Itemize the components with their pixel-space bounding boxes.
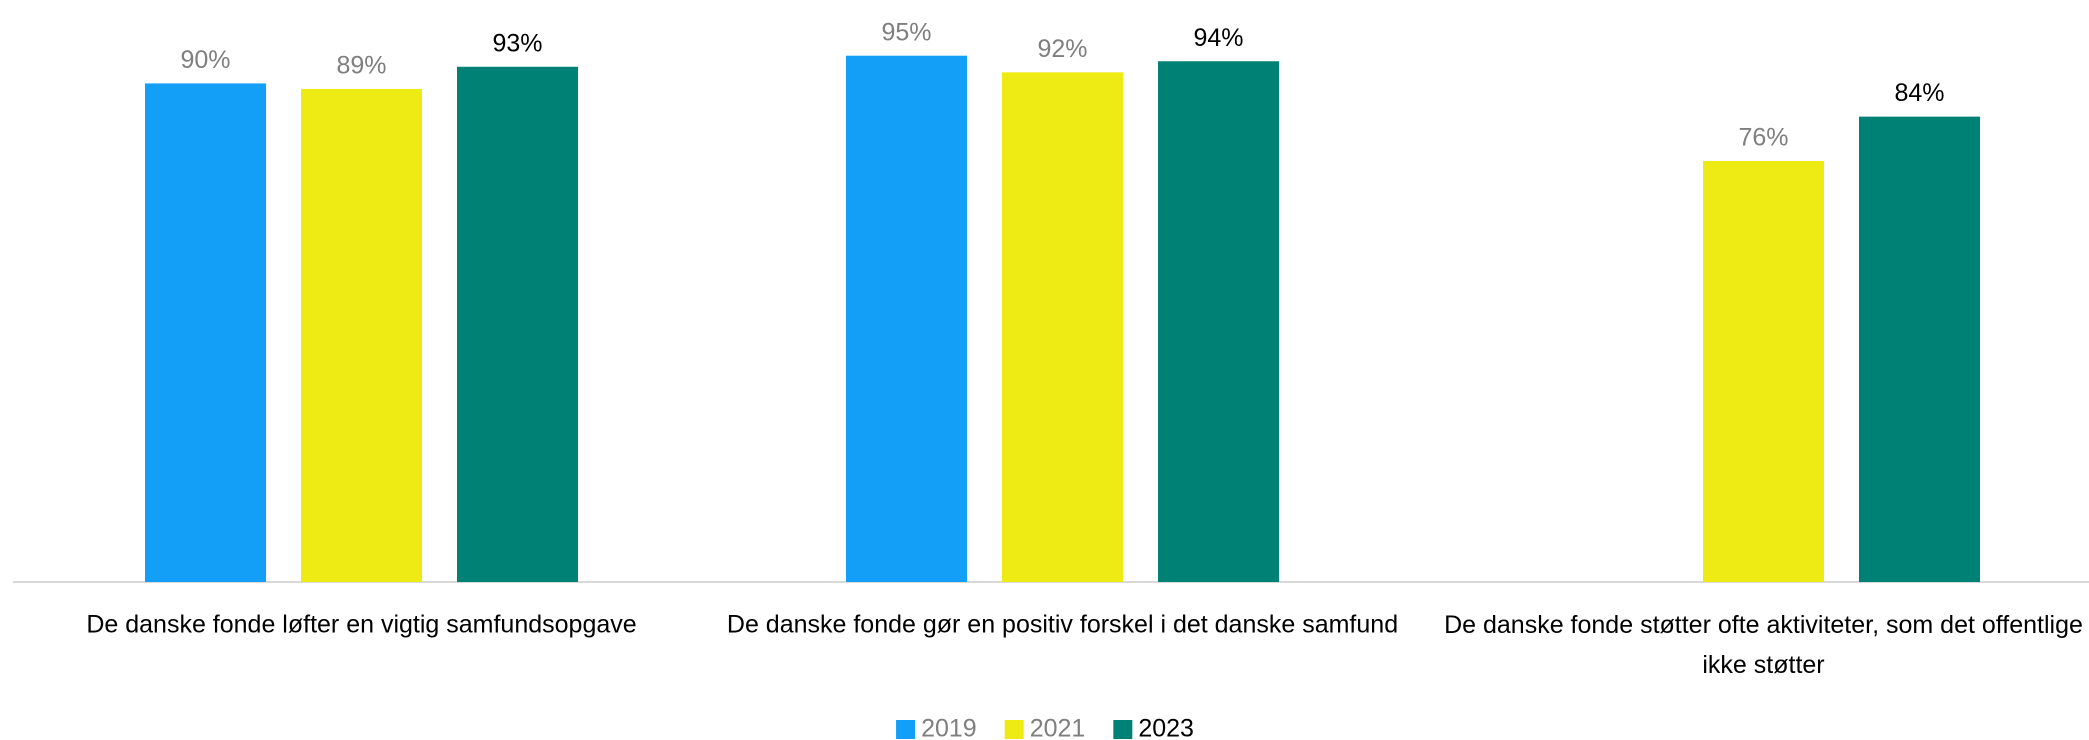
bar <box>145 83 266 583</box>
value-label: 76% <box>1738 124 1788 152</box>
value-label: 95% <box>881 18 931 46</box>
x-tick-label: De danske fonde løfter en vigtig samfund… <box>86 611 636 639</box>
value-label: 90% <box>180 46 230 74</box>
legend: 2019 2021 2023 <box>896 715 1194 740</box>
value-label: 89% <box>336 52 386 80</box>
x-tick-label: De danske fonde støtter ofte aktiviteter… <box>1444 611 2083 679</box>
bar <box>846 55 967 582</box>
bar <box>1859 116 1980 582</box>
legend-swatch <box>1113 720 1133 739</box>
value-label: 84% <box>1894 79 1944 107</box>
bar <box>457 66 578 582</box>
bar <box>1002 72 1123 582</box>
bar <box>301 88 422 582</box>
legend-label: 2019 <box>921 715 977 740</box>
x-tick-label: De danske fonde gør en positiv forskel i… <box>727 611 1398 639</box>
value-label: 93% <box>492 29 542 57</box>
value-label: 94% <box>1193 24 1243 52</box>
bar <box>1703 160 1824 582</box>
legend-label: 2021 <box>1030 715 1086 740</box>
legend-swatch <box>1004 720 1024 739</box>
value-label: 92% <box>1037 35 1087 63</box>
legend-swatch <box>896 720 916 739</box>
bar <box>1158 61 1279 583</box>
legend-label: 2023 <box>1138 715 1194 740</box>
